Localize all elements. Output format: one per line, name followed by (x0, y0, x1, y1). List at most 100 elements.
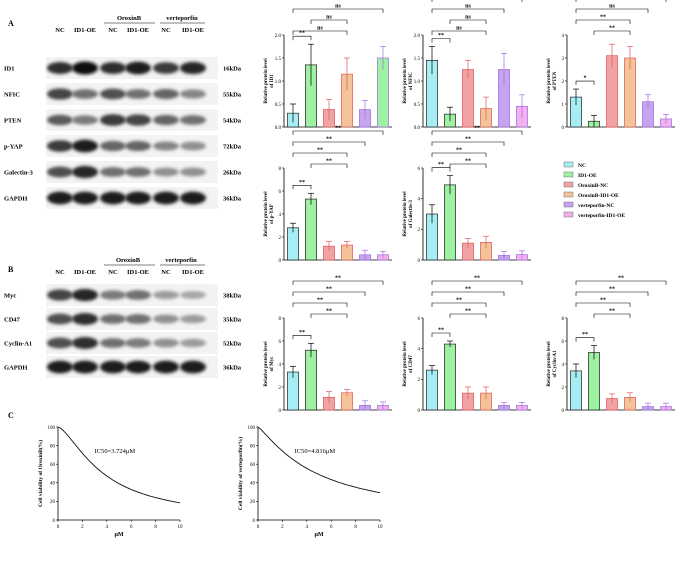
x-tick-label: 0 (57, 525, 60, 530)
significance-label: ** (335, 276, 341, 282)
blot-a-row-band (180, 61, 206, 75)
y-tick-label: 0 (562, 409, 565, 414)
blot-a-lane-1: NC (55, 27, 65, 34)
significance-bracket (575, 0, 667, 2)
significance-bracket (431, 130, 523, 135)
significance-bracket (431, 332, 451, 337)
x-tick-label: 6 (130, 525, 133, 530)
blot-b-group-verte: verteporfin (165, 257, 197, 264)
y-axis-title: Relative protein levelof Cyclin-A1 (547, 341, 558, 387)
blot-a-row-band (125, 61, 151, 75)
blot-a-row-label: GAPDH (4, 196, 27, 203)
blot-b-row-band (72, 313, 98, 325)
blot-a-row-band (100, 114, 126, 126)
x-tick-label: 10 (178, 525, 184, 530)
blot-b-lane-5: NC (161, 269, 171, 276)
significance-label: ** (609, 309, 615, 315)
y-tick-label: 0 (562, 126, 565, 131)
legend-swatch (563, 211, 574, 218)
significance-bracket (575, 337, 595, 342)
significance-label: ** (335, 126, 341, 132)
y-tick-label: 2.0 (275, 34, 282, 39)
y-tick-label: 60 (250, 463, 256, 468)
blot-b-row-band (47, 337, 73, 349)
bar (444, 184, 456, 261)
significance-label: ** (465, 287, 471, 293)
blot-b-row-label: Myc (4, 293, 16, 300)
blot-b-row-band (180, 338, 206, 348)
significance-bracket (431, 302, 487, 307)
legend-entry: OroxinB-ID1-OE (578, 193, 619, 199)
y-tick-label: 2 (562, 386, 565, 391)
blot-b-row-band (72, 288, 98, 302)
blot-a-row-label: ID1 (4, 66, 14, 73)
blot-a-row-band (100, 191, 126, 205)
blot-b-row-band (72, 337, 98, 349)
y-tick-label: 1.0 (414, 80, 421, 85)
significance-label: ** (317, 298, 323, 304)
legend-swatch (563, 171, 574, 178)
y-tick-label: 0.0 (275, 126, 282, 131)
significance-label: ** (456, 148, 462, 154)
significance-label: ** (600, 298, 606, 304)
y-tick-label: 20 (50, 500, 56, 505)
blot-a-row-band (100, 167, 126, 177)
y-tick-label: 6 (562, 340, 565, 345)
significance-label: ** (456, 298, 462, 304)
significance-bracket (310, 163, 348, 168)
x-tick-label: 6 (330, 525, 333, 530)
significance-bracket (431, 167, 451, 172)
blot-a-row-band (47, 88, 73, 100)
bar-chart: 0.0 0.5 1.0 1.5 2.0 Relative protein levelof … (264, 4, 392, 131)
x-tick-label: 2 (281, 525, 284, 530)
blot-b-lane-6: ID1-OE (182, 269, 204, 276)
x-tick-label: 8 (354, 525, 357, 530)
significance-label: ** (609, 287, 615, 293)
bar (444, 343, 456, 411)
panel-label-b: B (8, 265, 14, 274)
panel-label-a: A (8, 19, 14, 28)
blot-a-lane-4: ID1-OE (127, 27, 149, 34)
blot-b-row-band (100, 360, 126, 374)
significance-label: ** (299, 180, 305, 186)
blot-b-group-oroxin: OroxinB (116, 257, 141, 264)
blot-a-row-band (153, 114, 179, 126)
y-tick-label: 4 (418, 197, 421, 202)
x-tick-label: 4 (106, 525, 109, 530)
y-tick-label: 0 (279, 409, 282, 414)
blot-a-row-band (47, 166, 73, 178)
significance-bracket (431, 280, 523, 285)
significance-label: ** (299, 31, 305, 37)
significance-bracket (449, 163, 487, 168)
bar (287, 227, 299, 261)
y-tick-label: 6 (279, 190, 282, 195)
significance-label: ** (465, 159, 471, 165)
y-axis-title: Cell viability of verteporfin(%) (237, 437, 244, 510)
y-tick-label: 6 (418, 317, 421, 322)
bar (305, 349, 317, 411)
significance-bracket (310, 313, 348, 318)
y-tick-label: 1 (562, 103, 565, 108)
y-axis-title: Relative protein levelof CD47 (403, 341, 414, 387)
blot-a-row-band (180, 115, 206, 125)
blot-b-row-band (153, 314, 179, 324)
y-tick-label: 2.0 (414, 34, 421, 39)
y-tick-label: 4 (279, 213, 282, 218)
significance-label: ** (465, 137, 471, 143)
x-axis-title: μM (314, 532, 323, 538)
y-tick-label: 2 (279, 386, 282, 391)
blot-b-row-kda: 35kDa (223, 317, 242, 324)
bar (426, 369, 438, 411)
significance-label: ** (326, 287, 332, 293)
significance-bracket (431, 30, 487, 35)
significance-bracket (310, 19, 348, 24)
significance-bracket (449, 313, 487, 318)
blot-b-row-band (100, 290, 126, 300)
significance-label: ** (465, 309, 471, 315)
significance-bracket (431, 38, 451, 43)
blot-a-row-band (180, 191, 206, 205)
significance-label: ** (438, 328, 444, 334)
blot-b-row-label: Cyclin-A1 (4, 341, 32, 348)
significance-bracket (575, 8, 649, 13)
x-tick-label: 10 (378, 525, 384, 530)
